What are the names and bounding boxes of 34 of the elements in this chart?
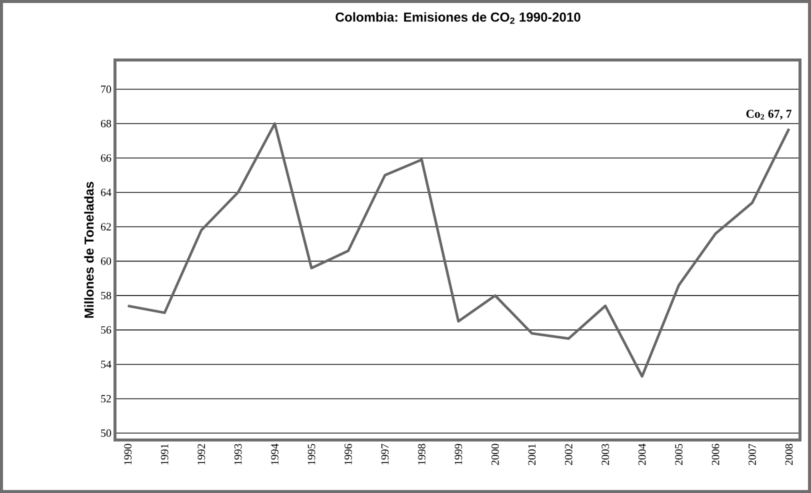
x-tick-label: 1990 bbox=[124, 444, 132, 464]
x-tick-label: 2006 bbox=[712, 444, 720, 465]
x-tick-label: 1993 bbox=[234, 444, 242, 464]
x-tick-label: 2002 bbox=[564, 444, 572, 465]
y-tick-label: 60 bbox=[100, 257, 112, 265]
y-tick-label: 62 bbox=[100, 223, 111, 230]
y-tick-label: 50 bbox=[101, 429, 112, 437]
x-tick-label: 2008 bbox=[785, 444, 793, 465]
x-tick-label: 1997 bbox=[381, 444, 389, 464]
x-tick-label: 2004 bbox=[638, 444, 646, 465]
annotation: Co$_{2}$ 67, 7 bbox=[746, 110, 792, 120]
x-tick-label: 1995 bbox=[308, 444, 316, 464]
x-tick-label: 1994 bbox=[271, 444, 278, 464]
y-tick-label: 64 bbox=[100, 188, 112, 196]
x-tick-label: 1991 bbox=[160, 444, 168, 464]
y-tick-label: 70 bbox=[101, 86, 112, 93]
y-tick-label: 56 bbox=[101, 326, 112, 334]
y-tick-label: 66 bbox=[100, 154, 112, 162]
y-axis-title: Millones de Toneladas bbox=[84, 182, 94, 318]
x-tick-label: 2001 bbox=[528, 444, 536, 465]
y-tick-label: 52 bbox=[101, 395, 111, 402]
chart-title: Colombia: Emisiones de CO$_{2}$ 1990-2010 bbox=[336, 12, 580, 24]
x-tick-label: 2000 bbox=[491, 444, 499, 465]
x-tick-label: 2007 bbox=[748, 444, 756, 465]
y-tick-label: 68 bbox=[100, 120, 112, 128]
y-tick-label: 58 bbox=[101, 292, 112, 300]
y-tick-label: 54 bbox=[101, 360, 112, 368]
x-tick-label: 1996 bbox=[344, 444, 352, 464]
line-series bbox=[126, 122, 790, 378]
x-tick-label: 1999 bbox=[454, 444, 462, 464]
x-tick-label: 1992 bbox=[198, 444, 205, 464]
x-tick-label: 2005 bbox=[675, 444, 683, 465]
x-tick-label: 2003 bbox=[602, 444, 610, 465]
x-tick-label: 1998 bbox=[418, 444, 426, 464]
